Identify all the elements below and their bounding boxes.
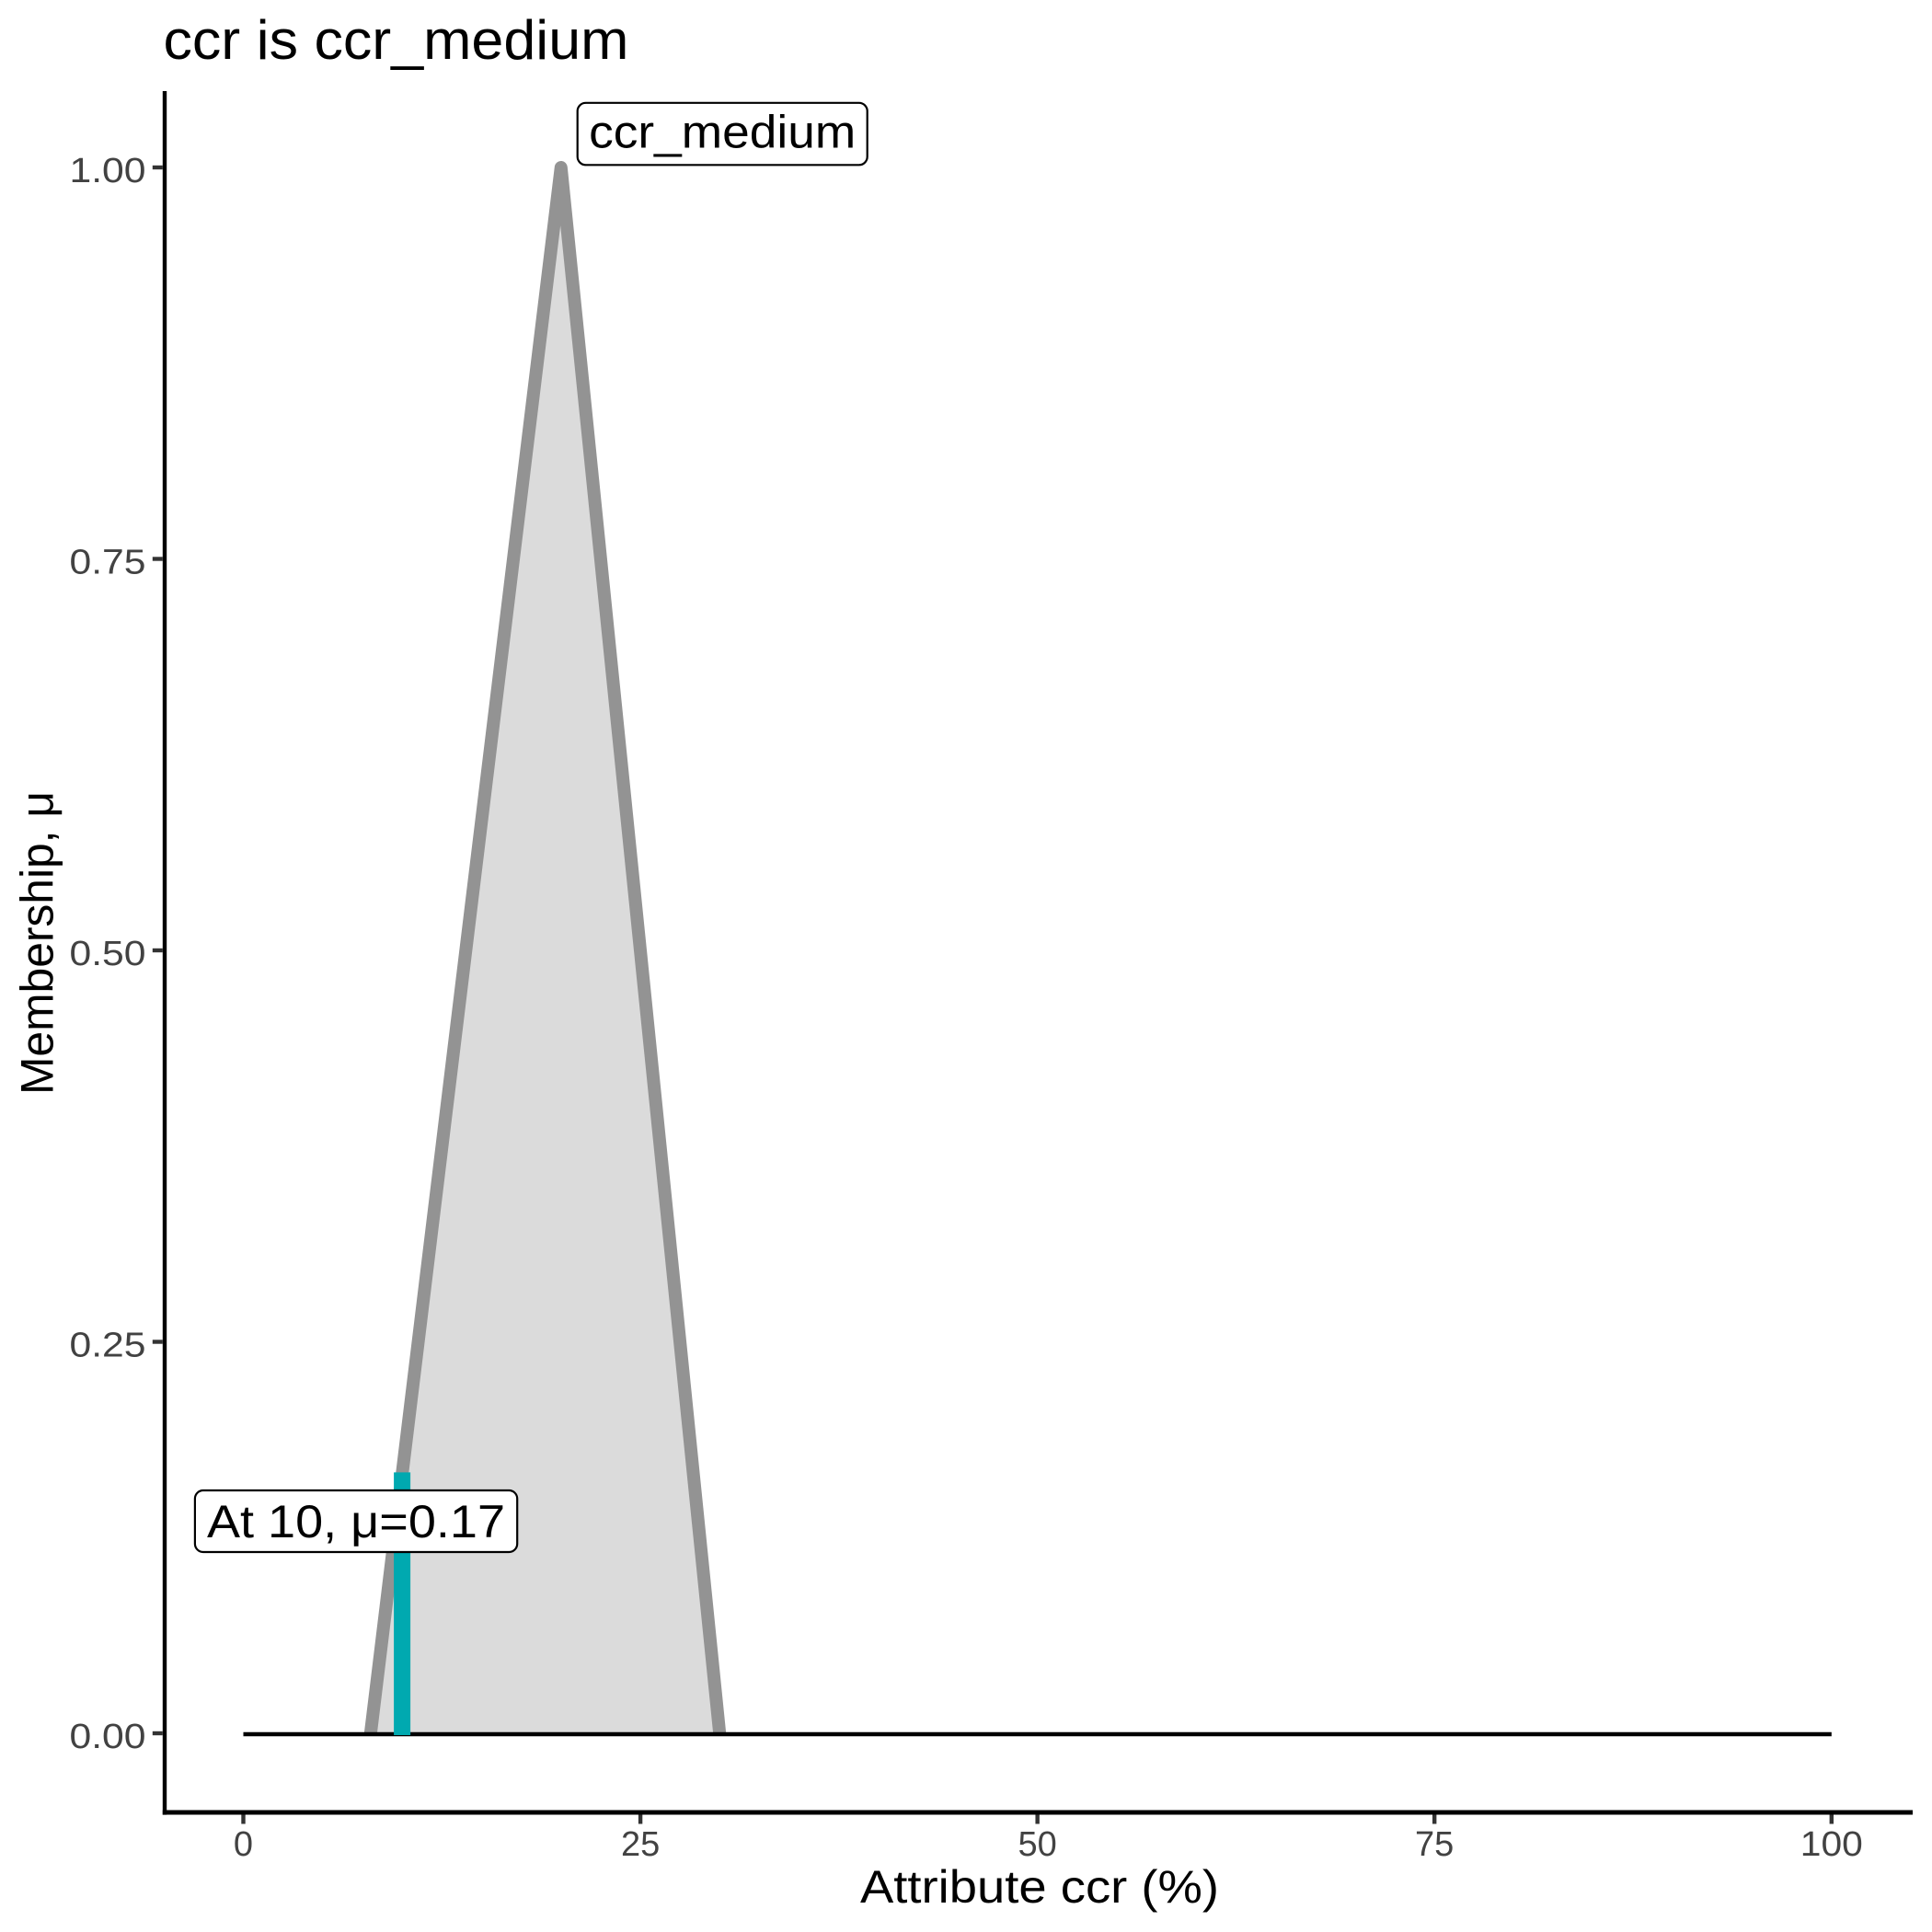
svg-text:1.00: 1.00 xyxy=(70,152,146,190)
svg-text:ccr is ccr_medium: ccr is ccr_medium xyxy=(164,9,629,71)
svg-text:Attribute ccr (%): Attribute ccr (%) xyxy=(860,1861,1219,1913)
svg-text:25: 25 xyxy=(621,1825,660,1864)
svg-text:0.75: 0.75 xyxy=(70,544,146,582)
svg-text:Membership, μ: Membership, μ xyxy=(12,791,63,1095)
svg-text:At 10, μ=0.17: At 10, μ=0.17 xyxy=(207,1496,505,1547)
svg-text:0: 0 xyxy=(234,1825,253,1864)
svg-text:0.25: 0.25 xyxy=(70,1327,146,1365)
svg-text:0.50: 0.50 xyxy=(70,935,146,973)
svg-text:100: 100 xyxy=(1800,1825,1863,1864)
svg-text:50: 50 xyxy=(1018,1825,1057,1864)
svg-text:ccr_medium: ccr_medium xyxy=(589,107,856,158)
svg-text:0.00: 0.00 xyxy=(70,1718,146,1756)
svg-text:75: 75 xyxy=(1415,1825,1454,1864)
